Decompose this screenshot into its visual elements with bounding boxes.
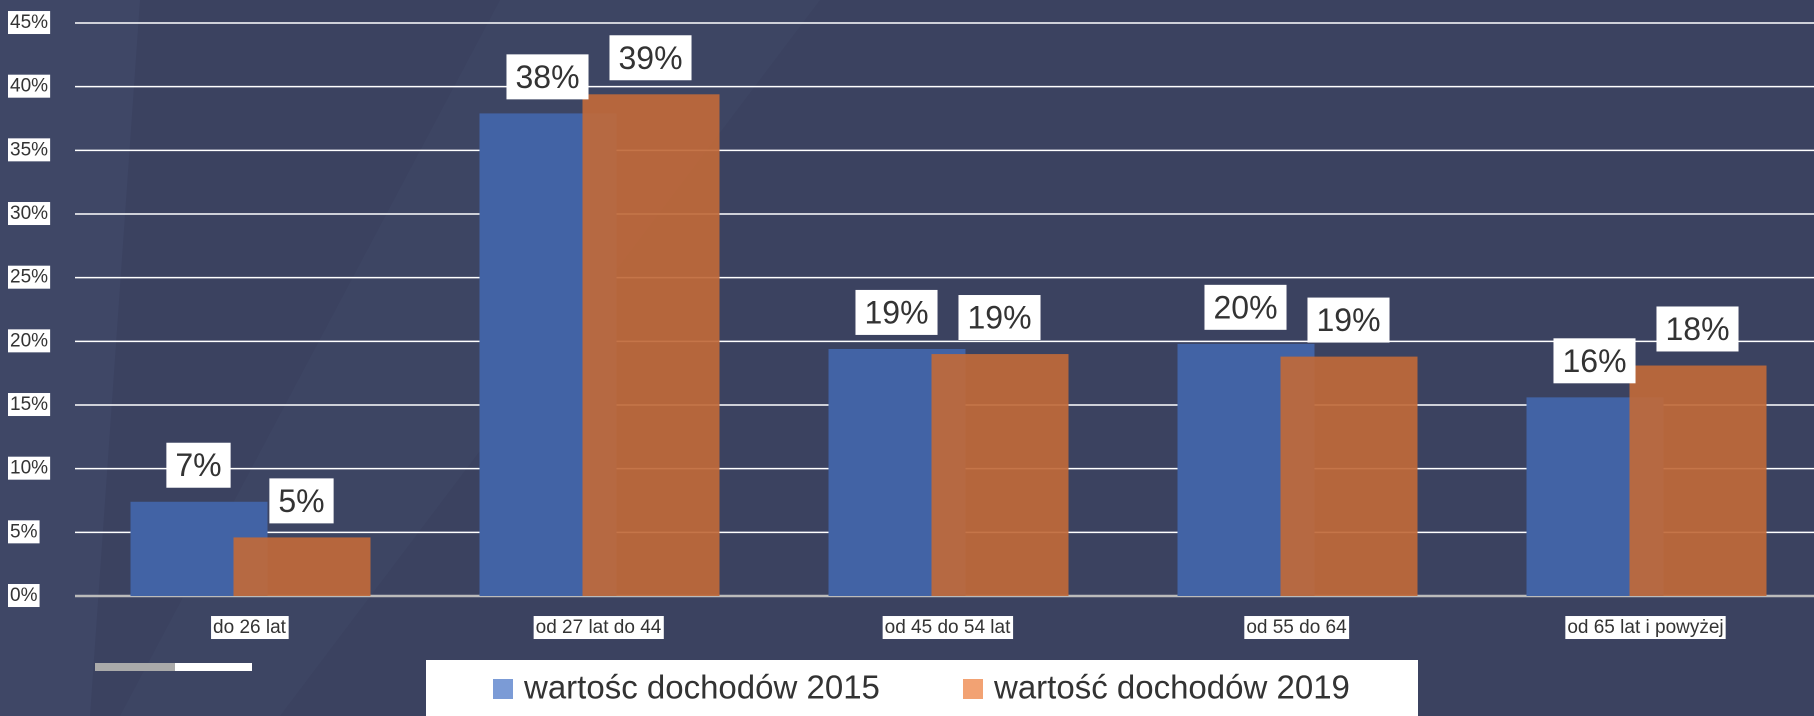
x-tick-label-box — [882, 616, 1014, 640]
x-tick-label-box — [1565, 616, 1726, 640]
legend-items: wartośc dochodów 2015 wartość dochodów 20… — [493, 669, 1350, 706]
x-tick-label-box — [533, 616, 664, 640]
data-label: 19% — [864, 294, 928, 330]
data-label: 38% — [515, 59, 579, 95]
data-label-box — [269, 478, 334, 524]
data-label-box — [1204, 284, 1287, 330]
y-tick-label: 35% — [10, 139, 48, 160]
y-tick-label: 45% — [10, 12, 48, 33]
data-label-box — [609, 35, 692, 81]
y-tick-label: 40% — [10, 76, 48, 97]
legend-label: wartość dochodów 2019 — [993, 669, 1350, 706]
y-tick-label: 20% — [10, 330, 48, 351]
y-tick-label-box — [8, 393, 51, 417]
y-tick-label-box — [8, 329, 51, 353]
x-tick-label: od 65 lat i powyżej — [1567, 617, 1723, 638]
data-label-box — [1553, 338, 1636, 384]
legend-swatch — [963, 679, 983, 699]
y-tick-label-box — [8, 584, 40, 608]
data-label: 16% — [1562, 343, 1626, 379]
data-label-box — [1656, 306, 1739, 352]
bar — [233, 537, 371, 596]
bars — [130, 94, 1767, 596]
decoration — [175, 663, 252, 671]
data-label-box — [958, 295, 1041, 341]
y-tick-label: 25% — [10, 267, 48, 288]
x-tick-label-box — [211, 616, 289, 640]
y-tick-label-box — [8, 202, 51, 226]
y-tick-label: 10% — [10, 458, 48, 479]
data-label: 19% — [1316, 302, 1380, 338]
x-tick-label: od 27 lat do 44 — [536, 617, 662, 638]
labels: 0% 5% 10% 15% 20% 25% 30% 35% 40% 45% do 26 lat 7% 5… — [8, 11, 1739, 640]
x-tick-label: do 26 lat — [213, 617, 287, 638]
data-label: 18% — [1665, 311, 1729, 347]
y-tick-label-box — [8, 456, 51, 480]
bar — [931, 354, 1069, 596]
data-label: 5% — [278, 483, 324, 519]
x-tick-label: od 45 do 54 lat — [885, 617, 1011, 638]
bar — [1629, 365, 1767, 596]
bar — [582, 94, 720, 596]
data-label: 20% — [1213, 289, 1277, 325]
y-tick-label-box — [8, 11, 51, 35]
data-label-box — [1307, 297, 1390, 343]
data-label: 19% — [967, 300, 1031, 336]
x-tick-label: od 55 do 64 — [1246, 617, 1347, 638]
data-label: 7% — [175, 447, 221, 483]
legend — [426, 660, 1418, 716]
decoration — [95, 663, 175, 671]
y-tick-label-box — [8, 520, 40, 544]
y-tick-label: 5% — [10, 521, 38, 542]
y-tick-label: 30% — [10, 203, 48, 224]
data-label-box — [855, 289, 938, 335]
y-tick-label-box — [8, 74, 51, 98]
data-label-box — [166, 442, 231, 488]
y-tick-label: 15% — [10, 394, 48, 415]
data-label-box — [506, 54, 589, 100]
bar — [1280, 356, 1418, 596]
legend-swatch — [493, 679, 513, 699]
y-tick-label-box — [8, 265, 51, 289]
data-label: 39% — [618, 40, 682, 76]
y-tick-label: 0% — [10, 585, 38, 606]
x-tick-label-box — [1244, 616, 1350, 640]
y-tick-label-box — [8, 138, 51, 162]
legend-label: wartośc dochodów 2015 — [523, 669, 880, 706]
